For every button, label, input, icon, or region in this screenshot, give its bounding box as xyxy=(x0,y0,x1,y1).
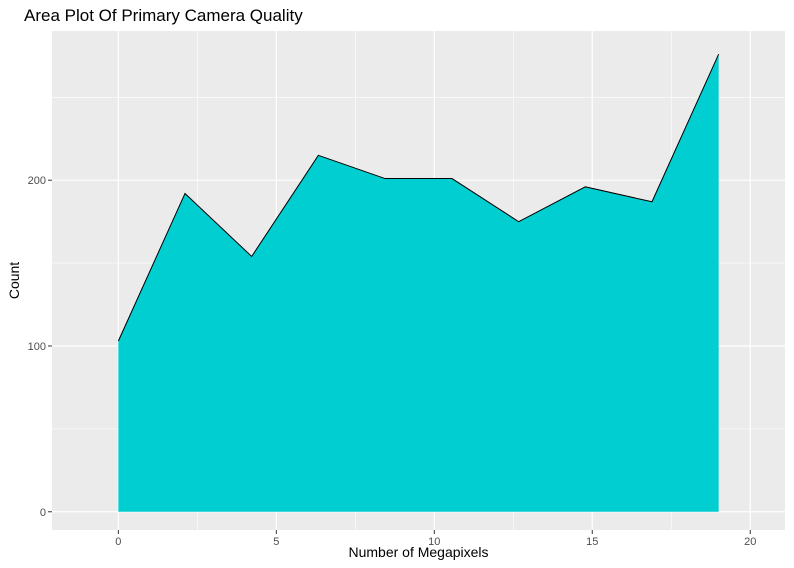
x-tick-label: 10 xyxy=(428,536,440,548)
x-tick-label: 20 xyxy=(744,536,756,548)
area-series xyxy=(118,54,719,512)
x-tick-label: 5 xyxy=(273,536,279,548)
y-axis-ticks: 0 100 200 xyxy=(28,175,52,519)
y-axis-title: Count xyxy=(6,262,22,299)
y-tick-label: 100 xyxy=(28,341,46,353)
x-axis-ticks: 0 5 10 15 20 xyxy=(115,530,756,548)
y-tick-label: 200 xyxy=(28,175,46,187)
y-tick-label: 0 xyxy=(40,507,46,519)
chart-title: Area Plot Of Primary Camera Quality xyxy=(24,6,303,25)
x-axis-title: Number of Megapixels xyxy=(348,544,488,560)
x-tick-label: 0 xyxy=(115,536,121,548)
area-outline xyxy=(117,54,720,342)
x-tick-label: 15 xyxy=(586,536,598,548)
